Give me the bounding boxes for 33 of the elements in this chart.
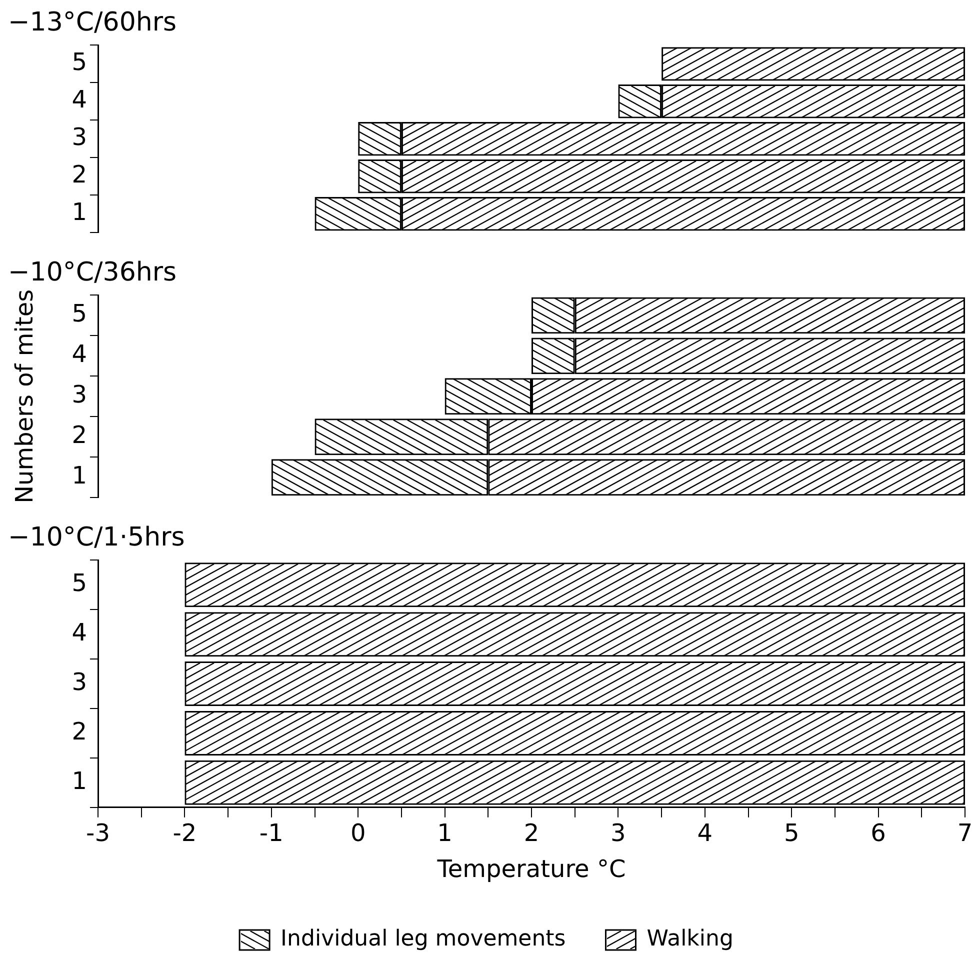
- legend-label: Individual leg movements: [280, 926, 566, 952]
- y-tick-label: 4: [72, 86, 87, 114]
- y-tick-label: 2: [72, 160, 87, 189]
- x-axis-title: Temperature °C: [436, 854, 626, 883]
- legend-label: Walking: [646, 926, 734, 952]
- x-tick-label: 0: [350, 819, 366, 848]
- x-tick-label: 2: [524, 819, 540, 848]
- x-tick-label: -1: [259, 819, 284, 848]
- y-tick-label: 4: [72, 340, 87, 368]
- y-axis-title: Numbers of mites: [10, 289, 39, 504]
- y-tick-label: 3: [72, 380, 87, 409]
- y-tick-label: 3: [72, 123, 87, 152]
- chart-title: −10°C/36hrs: [8, 257, 177, 288]
- chart-title: −10°C/1·5hrs: [8, 522, 185, 552]
- x-tick-label: 1: [437, 819, 452, 848]
- y-tick-label: 1: [72, 766, 87, 795]
- y-tick-label: 2: [72, 717, 87, 746]
- x-tick-label: -3: [86, 819, 110, 848]
- x-tick-label: 3: [610, 819, 626, 848]
- x-tick-label: 4: [697, 819, 713, 848]
- x-tick-label: 5: [784, 819, 800, 848]
- y-tick-label: 3: [72, 668, 87, 696]
- y-tick-label: 1: [72, 462, 87, 490]
- y-tick-label: 1: [72, 198, 87, 226]
- x-tick-label: 6: [870, 819, 886, 848]
- y-tick-label: 2: [72, 421, 87, 450]
- x-tick-label: 7: [957, 819, 973, 848]
- y-tick-label: 5: [72, 300, 87, 328]
- y-tick-label: 5: [72, 569, 87, 598]
- x-tick-label: -2: [172, 819, 197, 848]
- y-tick-label: 4: [72, 618, 87, 647]
- y-tick-label: 5: [72, 48, 87, 76]
- chart-title: −13°C/60hrs: [8, 7, 177, 38]
